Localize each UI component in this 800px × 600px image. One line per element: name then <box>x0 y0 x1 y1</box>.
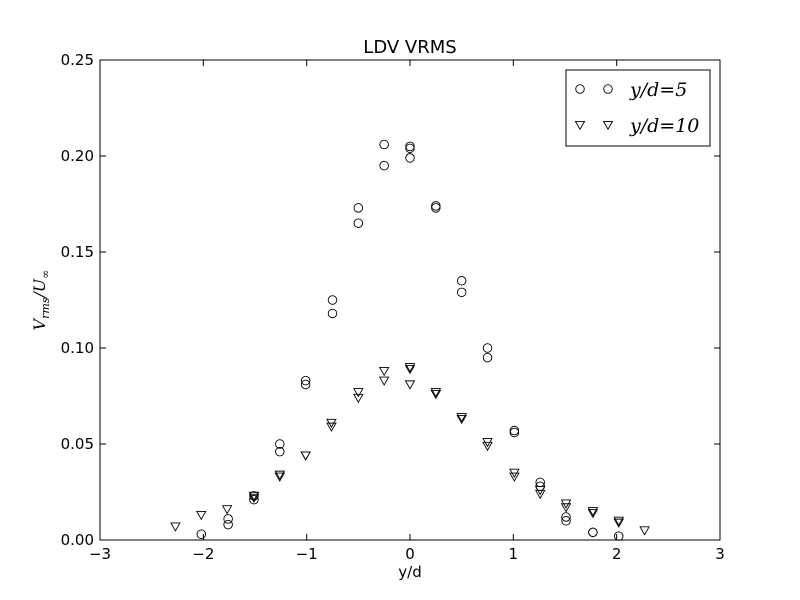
data-point-triangle <box>274 470 286 480</box>
data-point-circle <box>431 201 441 211</box>
data-point-triangle <box>613 518 625 528</box>
data-point-circle <box>482 343 493 353</box>
data-point-triangle <box>587 509 599 519</box>
x-tick-label: 2 <box>612 545 622 563</box>
data-point-circle <box>379 139 389 150</box>
y-tick-label: 0.20 <box>61 147 94 165</box>
data-point-circle <box>456 276 467 286</box>
data-point-triangle <box>195 510 207 521</box>
data-point-triangle <box>509 472 520 482</box>
data-point-circle <box>405 143 415 154</box>
data-point-triangle <box>353 393 364 404</box>
data-point-circle <box>353 203 364 213</box>
data-point-triangle <box>353 388 364 398</box>
data-point-triangle <box>300 451 311 461</box>
data-point-circle <box>509 425 520 436</box>
series-2 <box>170 363 650 536</box>
x-axis: −3 −2 −1 0 1 2 3 <box>89 60 725 563</box>
data-point-triangle <box>404 365 416 375</box>
data-point-circle <box>405 153 415 163</box>
data-point-triangle <box>248 491 260 502</box>
plot-markers <box>170 139 650 541</box>
data-point-circle <box>482 352 493 363</box>
data-point-circle <box>275 446 285 457</box>
y-tick-label: 0.00 <box>61 531 94 549</box>
data-point-circle <box>535 477 545 488</box>
data-point-circle <box>196 529 207 539</box>
legend-label: y/d=5 <box>629 79 687 101</box>
data-point-circle <box>405 141 415 152</box>
legend: y/d=5 y/d=10 <box>565 69 711 147</box>
data-point-triangle <box>560 503 572 513</box>
data-point-circle <box>223 519 233 530</box>
data-point-triangle <box>221 505 233 515</box>
legend-box <box>565 69 711 147</box>
y-axis-label-sub: rms <box>39 297 52 319</box>
data-point-triangle <box>326 418 337 429</box>
x-tick-label: −3 <box>89 545 111 563</box>
y-axis-label-text: Vrms/U∞ <box>30 270 52 331</box>
data-point-circle <box>509 427 520 438</box>
data-point-circle <box>249 491 259 501</box>
series-1 <box>196 139 624 541</box>
data-point-triangle <box>587 507 599 517</box>
y-axis: 0.00 0.05 0.10 0.15 0.20 0.25 <box>61 51 720 549</box>
x-tick-label: 0 <box>405 545 415 563</box>
data-point-circle <box>379 160 389 171</box>
data-point-circle <box>561 512 571 522</box>
data-point-circle <box>300 375 311 386</box>
data-point-triangle <box>300 451 311 461</box>
y-tick-label: 0.05 <box>61 435 94 453</box>
legend-marker <box>602 120 614 131</box>
x-tick-label: −2 <box>192 545 214 563</box>
y-axis-label: Vrms/U∞ <box>30 270 52 331</box>
data-point-triangle <box>430 388 442 398</box>
data-point-triangle <box>274 472 286 482</box>
data-point-circle <box>249 494 259 505</box>
data-point-triangle <box>456 414 467 425</box>
data-point-triangle <box>404 380 416 390</box>
data-point-circle <box>456 287 467 298</box>
y-tick-label: 0.10 <box>61 339 94 357</box>
legend-label: y/d=10 <box>629 115 699 137</box>
data-point-triangle <box>560 499 572 509</box>
data-point-triangle <box>170 522 181 532</box>
data-point-circle <box>613 531 624 541</box>
x-tick-label: 1 <box>509 545 519 563</box>
legend-marker <box>603 84 613 94</box>
y-tick-label: 0.25 <box>61 51 94 69</box>
data-point-triangle <box>430 390 442 400</box>
x-axis-label: y/d <box>398 563 421 581</box>
y-tick-label: 0.15 <box>61 243 94 261</box>
data-point-circle <box>353 218 364 228</box>
data-point-circle <box>327 295 338 305</box>
data-point-circle <box>223 514 233 524</box>
data-point-triangle <box>248 493 260 503</box>
data-point-triangle <box>509 468 520 478</box>
data-point-triangle <box>534 489 546 500</box>
data-point-circle <box>300 379 311 390</box>
legend-marker <box>574 120 586 131</box>
data-point-triangle <box>404 363 416 373</box>
data-point-triangle <box>639 526 650 536</box>
x-tick-label: −1 <box>296 545 318 563</box>
data-point-circle <box>561 516 571 526</box>
x-tick-label: 3 <box>715 545 725 563</box>
data-point-circle <box>588 527 598 538</box>
data-point-triangle <box>326 422 337 432</box>
data-point-triangle <box>613 516 625 526</box>
data-point-triangle <box>378 376 390 386</box>
data-point-triangle <box>456 413 467 423</box>
data-point-circle <box>327 308 338 319</box>
data-point-triangle <box>482 438 493 448</box>
chart-title: LDV VRMS <box>363 37 456 58</box>
data-point-triangle <box>378 366 390 377</box>
data-point-triangle <box>482 441 493 452</box>
data-point-triangle <box>534 486 546 496</box>
data-point-circle <box>275 439 285 449</box>
data-point-circle <box>431 203 441 213</box>
legend-marker <box>575 84 585 94</box>
